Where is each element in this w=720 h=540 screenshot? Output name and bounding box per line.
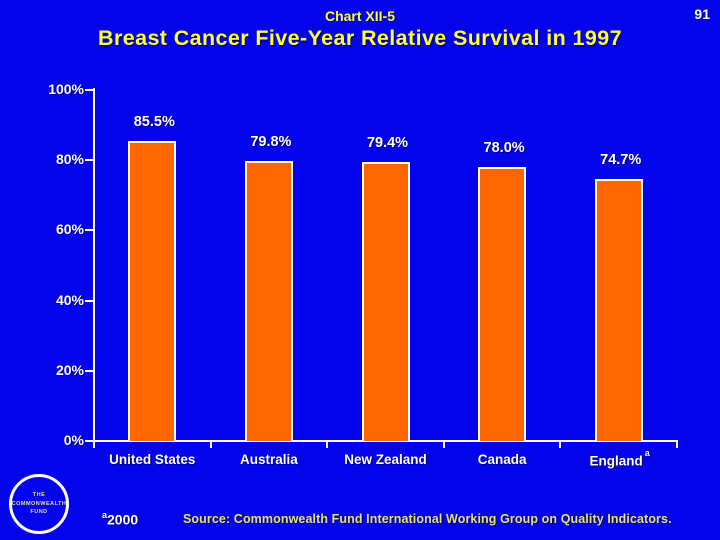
bar [128, 140, 177, 441]
bar [478, 167, 527, 441]
logo-line-1: THE [32, 491, 46, 498]
bar-value-label: 74.7% [600, 151, 642, 168]
category-label: New Zealand [344, 452, 427, 467]
y-tick-label: 20% [55, 361, 84, 378]
y-tick-label: 40% [55, 291, 84, 308]
footnote-superscript: a [102, 510, 108, 520]
bar [244, 160, 293, 441]
y-tick-label: 0% [63, 432, 84, 448]
y-tick-mark [85, 159, 93, 162]
x-tick-mark [93, 441, 95, 448]
x-axis-line [93, 440, 678, 442]
y-tick-mark [85, 89, 93, 91]
commonwealth-fund-logo: THE COMMONWEALTH FUND [9, 474, 69, 534]
bar [361, 162, 410, 441]
source-citation: Source: Commonwealth Fund International … [183, 512, 672, 526]
y-tick-mark [85, 229, 93, 232]
footnote-year: a2000 [102, 510, 139, 528]
category-label: Canada [477, 452, 527, 467]
x-tick-mark [442, 441, 445, 448]
page-title: Breast Cancer Five-Year Relative Surviva… [98, 26, 622, 50]
bar-value-label: 79.8% [250, 133, 292, 150]
bar [594, 178, 643, 441]
y-tick-label: 60% [55, 221, 84, 238]
category-superscript: a [644, 448, 650, 458]
y-tick-mark [85, 369, 93, 372]
page-number: 91 [694, 6, 710, 22]
x-tick-mark [559, 441, 562, 448]
chart-id-label: Chart XII-5 [324, 8, 395, 24]
logo-line-3: FUND [30, 509, 48, 516]
category-label: Englanda [589, 448, 650, 469]
category-label: Australia [240, 452, 298, 467]
footnote-text: 2000 [107, 511, 139, 528]
y-tick-mark [85, 440, 93, 442]
y-tick-label: 100% [48, 81, 84, 97]
x-tick-mark [326, 441, 329, 448]
category-label: United States [109, 452, 196, 467]
y-axis-line [93, 88, 95, 442]
y-tick-label: 80% [55, 151, 84, 168]
bar-value-label: 79.4% [366, 135, 409, 152]
bar-value-label: 78.0% [483, 140, 525, 157]
logo-line-2: COMMONWEALTH [11, 500, 67, 507]
bar-value-label: 85.5% [133, 113, 175, 130]
y-tick-mark [85, 299, 93, 302]
x-tick-mark [676, 441, 678, 448]
x-tick-mark [209, 441, 212, 448]
